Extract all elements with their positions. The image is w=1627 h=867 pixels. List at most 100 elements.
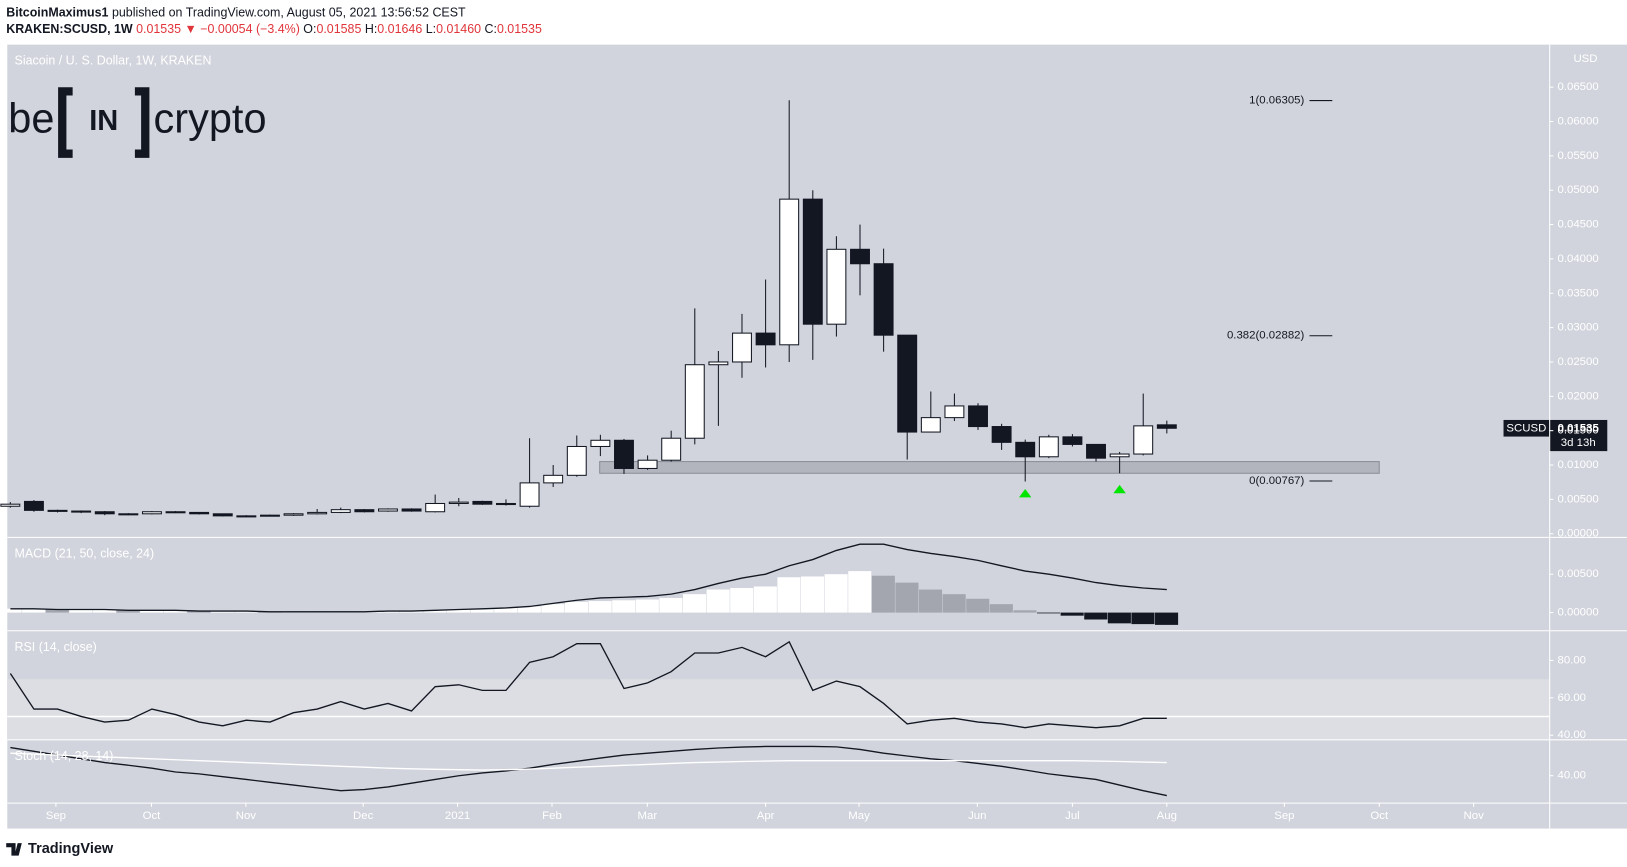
candle-body xyxy=(496,502,516,506)
histogram-bar xyxy=(848,571,872,613)
x-tick-label: Feb xyxy=(542,810,562,822)
histogram-bar xyxy=(517,606,541,613)
price-tag-name-box xyxy=(1503,419,1550,437)
support-zone xyxy=(599,461,1380,474)
footer-brand: TradingView xyxy=(28,841,114,857)
histogram-bar xyxy=(494,607,518,613)
fib-label: 0.382(0.02882) xyxy=(1227,330,1305,342)
ohlc-value: 0.01535 xyxy=(497,22,542,36)
y-tick-label: 60.00 xyxy=(1557,692,1586,704)
candle-body xyxy=(212,513,233,517)
ohlc-value: 0.01585 xyxy=(316,22,361,36)
candle-body xyxy=(307,511,328,515)
fib-label: 0(0.00767) xyxy=(1249,475,1304,487)
histogram-bar xyxy=(942,594,966,613)
plot-layer: Sep Oct Nov Dec 2021 Feb Mar Apr May Jun Jul Aug Sep… xyxy=(0,53,1608,822)
ohlc-label: O: xyxy=(303,22,316,36)
candle-body xyxy=(944,405,965,419)
candle-body xyxy=(1062,436,1083,445)
header-line-2: KRAKEN:SCUSD, 1W 0.01535 ▼ −0.00054 (−3.… xyxy=(6,22,542,36)
histogram-bar xyxy=(187,611,211,613)
rsi-band xyxy=(7,679,1550,740)
candle-body xyxy=(118,513,139,516)
y-tick-label: 0.02000 xyxy=(1557,390,1598,402)
histogram-bar xyxy=(234,611,258,613)
logo-left: be xyxy=(8,94,54,141)
pane-title: Siacoin / U. S. Dollar, 1W, KRAKEN xyxy=(15,54,212,68)
footer: TradingView xyxy=(6,841,114,857)
ohlc-label: C: xyxy=(485,22,497,36)
ohlc-label: H: xyxy=(365,22,377,36)
price-tag-name: SCUSD xyxy=(1506,422,1546,434)
candle-body xyxy=(283,513,304,516)
y-tick-label: 0.01500 xyxy=(1557,425,1598,437)
y-tick-label: 0.00500 xyxy=(1557,568,1598,580)
histogram-bar xyxy=(635,599,659,613)
histogram-bar xyxy=(1107,612,1131,624)
histogram-bar xyxy=(446,609,471,613)
histogram-bar xyxy=(399,611,423,613)
y-tick-label: 0.06000 xyxy=(1557,116,1598,128)
histogram-bar xyxy=(1013,610,1037,613)
y-tick-label: 40.00 xyxy=(1557,770,1586,782)
x-tick-label: Nov xyxy=(1464,810,1485,822)
y-tick-label: 0.02500 xyxy=(1557,356,1598,368)
author: BitcoinMaximus1 xyxy=(6,6,108,20)
logo-middle: IN xyxy=(89,105,118,137)
candle-body xyxy=(448,501,469,505)
histogram-bar xyxy=(1037,612,1061,614)
histogram-bar xyxy=(92,609,117,613)
x-tick-label: Oct xyxy=(143,810,162,822)
histogram-bar xyxy=(470,608,494,613)
x-tick-label: Oct xyxy=(1370,810,1389,822)
candle-body xyxy=(614,439,634,469)
candle-body xyxy=(189,511,210,515)
candle-body xyxy=(755,332,776,346)
separators xyxy=(7,44,1627,829)
histogram-bar xyxy=(22,608,46,613)
histogram-bar xyxy=(588,601,612,613)
candle-body xyxy=(543,474,564,484)
y-tick-label: 0.04000 xyxy=(1557,253,1598,265)
series-line xyxy=(10,752,1167,771)
histogram-bar xyxy=(966,598,990,613)
candle-body xyxy=(141,511,162,515)
histogram-bar xyxy=(730,588,754,613)
candle-body xyxy=(425,502,446,513)
histogram-bar xyxy=(163,610,187,613)
candle-body xyxy=(1133,425,1154,455)
candle-body xyxy=(850,248,870,265)
last-price: 0.01535 xyxy=(136,22,181,36)
histogram-bar xyxy=(1084,612,1108,620)
candle-body xyxy=(519,482,540,507)
candle-body xyxy=(23,500,44,511)
candle-body xyxy=(968,405,988,428)
histogram-bar xyxy=(824,574,848,613)
x-tick-label: Dec xyxy=(353,810,374,822)
candle-body xyxy=(94,511,115,515)
series-line xyxy=(9,640,1167,729)
histogram-bar xyxy=(871,575,895,613)
histogram-bar xyxy=(541,604,565,613)
y-tick-label: 0.06500 xyxy=(1557,81,1598,93)
pane-title: MACD (21, 50, close, 24) xyxy=(15,547,155,561)
price-tag-countdown: 3d 13h xyxy=(1561,437,1596,449)
candle-body xyxy=(897,334,918,433)
x-tick-label: Jul xyxy=(1065,810,1080,822)
candle-body xyxy=(378,508,398,512)
candle-body xyxy=(1015,441,1036,458)
histogram-bar xyxy=(895,582,919,613)
published: published on TradingView.com, August 05,… xyxy=(112,6,466,20)
histogram-bar xyxy=(612,600,636,613)
histogram-bar xyxy=(45,609,69,613)
candle-body xyxy=(920,417,941,433)
histogram-bar xyxy=(682,594,707,613)
y-tick-label: 40.00 xyxy=(1557,729,1586,741)
ohlc-value: 0.01460 xyxy=(436,22,481,36)
candle-body xyxy=(71,510,92,513)
candle-body xyxy=(236,515,257,518)
candle-body xyxy=(566,445,587,476)
signal-arrow xyxy=(1018,489,1032,498)
macd-line xyxy=(10,543,1167,613)
x-tick-label: Nov xyxy=(236,810,257,822)
